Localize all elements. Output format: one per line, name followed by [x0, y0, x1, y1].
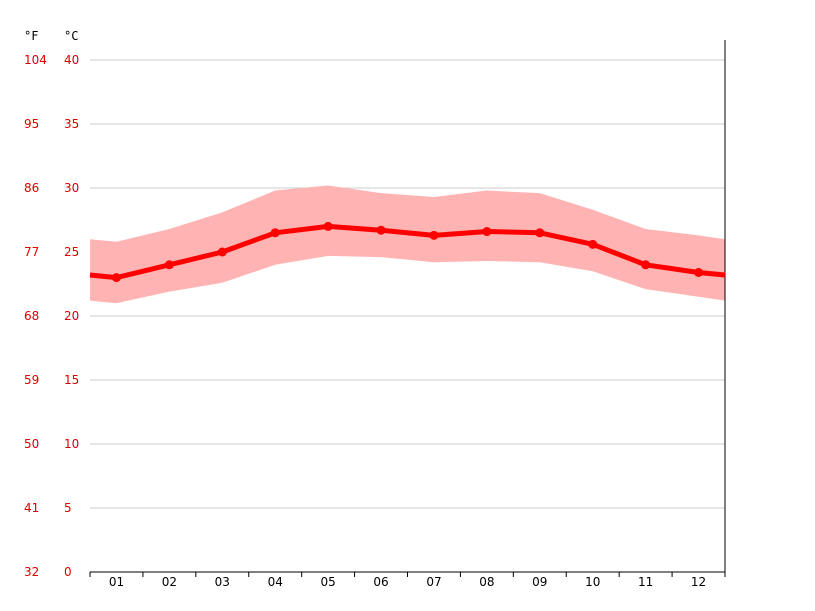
y-tick-label-celsius: 5 [64, 501, 72, 515]
x-tick-label: 02 [162, 575, 177, 589]
y-tick-label-fahrenheit: 104 [24, 53, 47, 67]
y-tick-label-fahrenheit: 41 [24, 501, 39, 515]
x-tick-label: 12 [691, 575, 706, 589]
data-point [482, 227, 492, 237]
x-tick-label: 04 [268, 575, 283, 589]
y-tick-label-celsius: 20 [64, 309, 79, 323]
x-tick-label: 05 [320, 575, 335, 589]
y-tick-label-celsius: 40 [64, 53, 79, 67]
x-tick-label: 03 [215, 575, 230, 589]
data-point [694, 267, 704, 277]
data-point [535, 228, 545, 238]
series-line [89, 223, 726, 281]
temperature-series [89, 221, 726, 283]
y-tick-label-fahrenheit: 86 [24, 181, 39, 195]
y-tick-label-fahrenheit: 77 [24, 245, 39, 259]
y-tick-label-fahrenheit: 50 [24, 437, 39, 451]
y-tick-label-celsius: 15 [64, 373, 79, 387]
y-tick-label-celsius: 0 [64, 565, 72, 579]
y-tick-label-fahrenheit: 68 [24, 309, 39, 323]
data-point [641, 260, 651, 270]
y-tick-label-fahrenheit: 95 [24, 117, 39, 131]
fahrenheit-unit-label: °F [24, 29, 38, 43]
data-point [164, 260, 174, 270]
x-tick-label: 01 [109, 575, 124, 589]
range-band [90, 185, 725, 304]
data-point [270, 228, 280, 238]
y-tick-label-fahrenheit: 59 [24, 373, 39, 387]
data-point [111, 273, 121, 283]
data-point [588, 239, 598, 249]
x-tick-label: 06 [373, 575, 388, 589]
y-tick-label-celsius: 30 [64, 181, 79, 195]
data-point [323, 221, 333, 231]
y-tick-label-fahrenheit: 32 [24, 565, 39, 579]
y-tick-label-celsius: 35 [64, 117, 79, 131]
x-tick-label: 09 [532, 575, 547, 589]
data-point [429, 230, 439, 240]
x-tick-label: 08 [479, 575, 494, 589]
x-tick-label: 11 [638, 575, 653, 589]
y-tick-label-celsius: 10 [64, 437, 79, 451]
x-tick-label: 10 [585, 575, 600, 589]
y-tick-label-celsius: 25 [64, 245, 79, 259]
data-point [217, 247, 227, 257]
tick-labels: °F °C 32 0 41 5 50 10 59 15 68 20 77 25 86 30 95 35 104 4… [24, 29, 706, 589]
data-point [376, 225, 386, 235]
temperature-range-band [90, 185, 725, 304]
celsius-unit-label: °C [64, 29, 78, 43]
x-tick-label: 07 [426, 575, 441, 589]
axes [89, 40, 726, 577]
